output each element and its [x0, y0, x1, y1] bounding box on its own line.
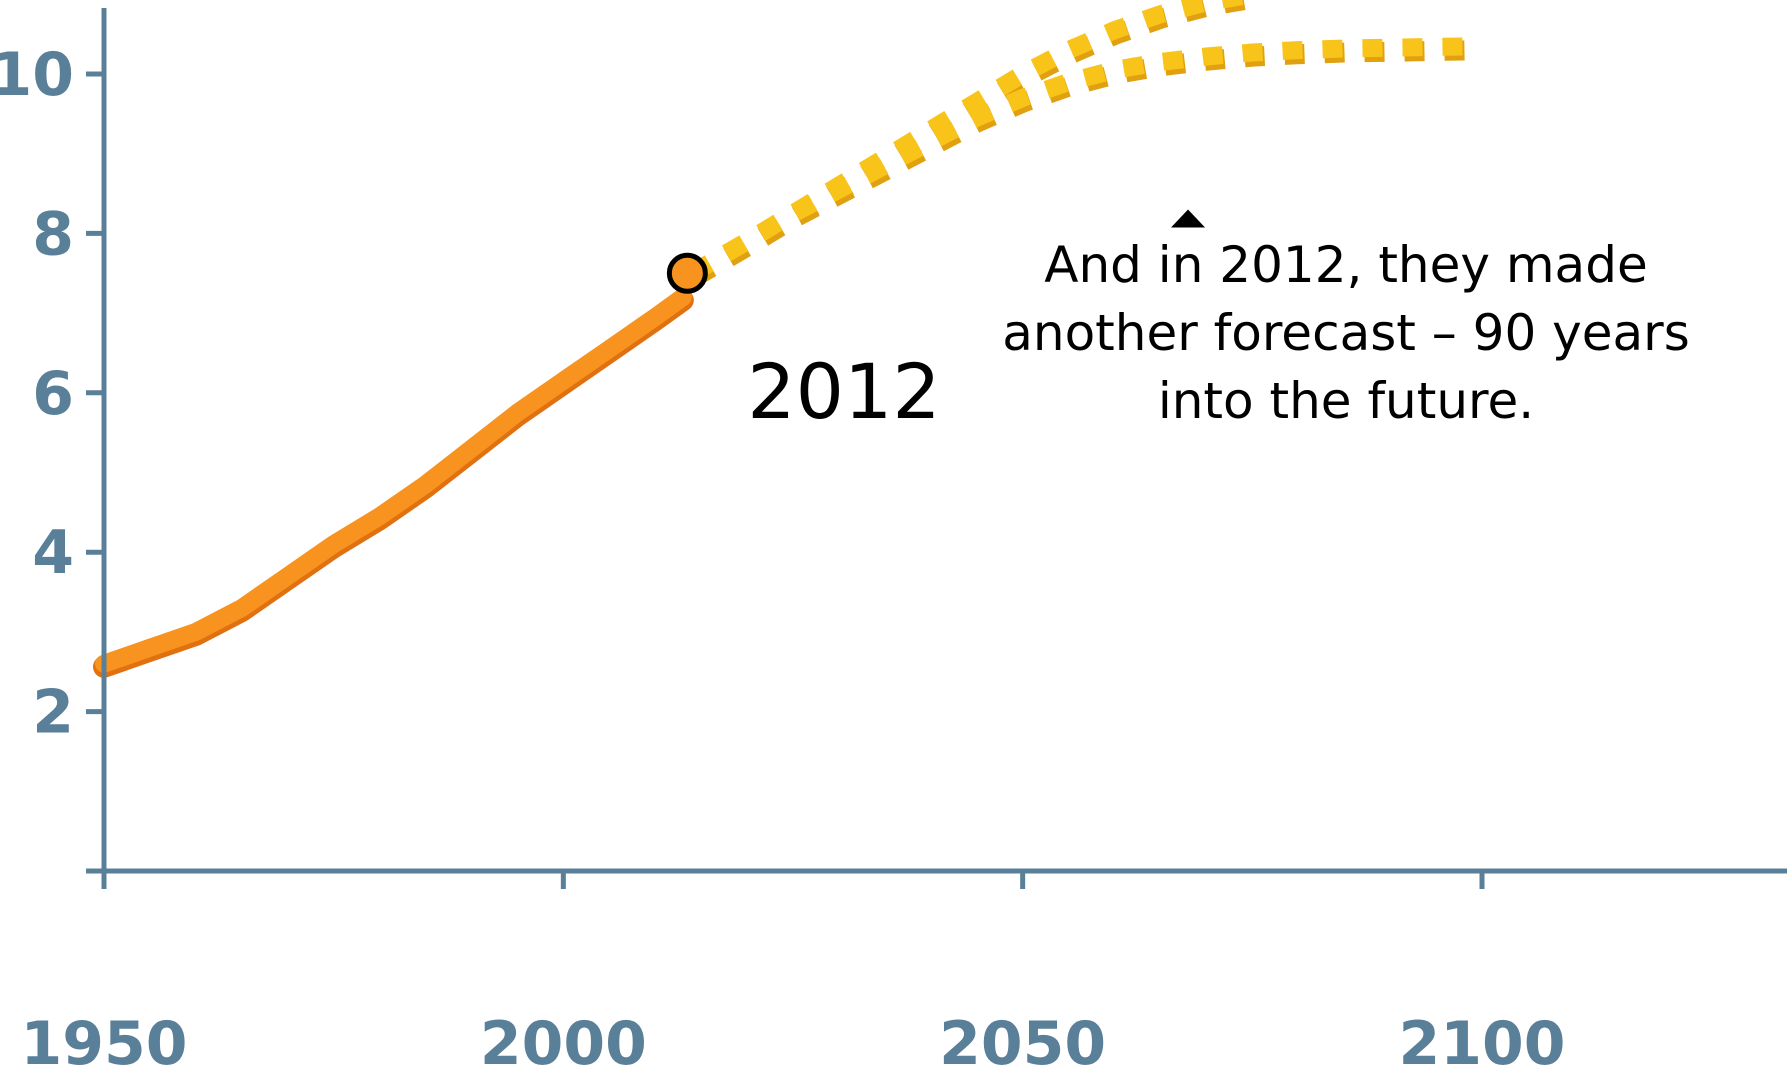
x-tick-label-2100: 2100	[1399, 1009, 1566, 1071]
series-layer	[93, 0, 1485, 678]
y-tick-label-8: 8	[32, 199, 74, 269]
x-tick-label-2000: 2000	[480, 1009, 647, 1071]
forecast-line-1	[687, 0, 1254, 282]
highlight-point-label: 2012	[747, 347, 940, 436]
label-layer: 2012 And in 2012, they made another foreca…	[666, 209, 1690, 436]
forecast-line-2	[687, 37, 1483, 282]
axes: 2 4 6 8 10 1950 2000 2050 2100	[0, 8, 1787, 1071]
annotation-pointer-icon	[1171, 209, 1206, 228]
annotation-line-2: another forecast – 90 years	[1002, 304, 1690, 362]
x-tick-label-2050: 2050	[939, 1009, 1106, 1071]
y-tick-label-10: 10	[0, 40, 74, 110]
y-tick-label-6: 6	[32, 359, 74, 429]
history-line	[95, 288, 692, 673]
y-tick-label-4: 4	[32, 518, 74, 588]
annotation-line-3: into the future.	[1158, 372, 1534, 430]
annotation-line-1: And in 2012, they made	[1044, 236, 1647, 294]
y-tick-label-2: 2	[32, 678, 74, 748]
highlight-point	[666, 252, 708, 294]
annotation-text: And in 2012, they made another forecast –…	[1002, 236, 1690, 430]
x-tick-label-1950: 1950	[21, 1009, 188, 1071]
